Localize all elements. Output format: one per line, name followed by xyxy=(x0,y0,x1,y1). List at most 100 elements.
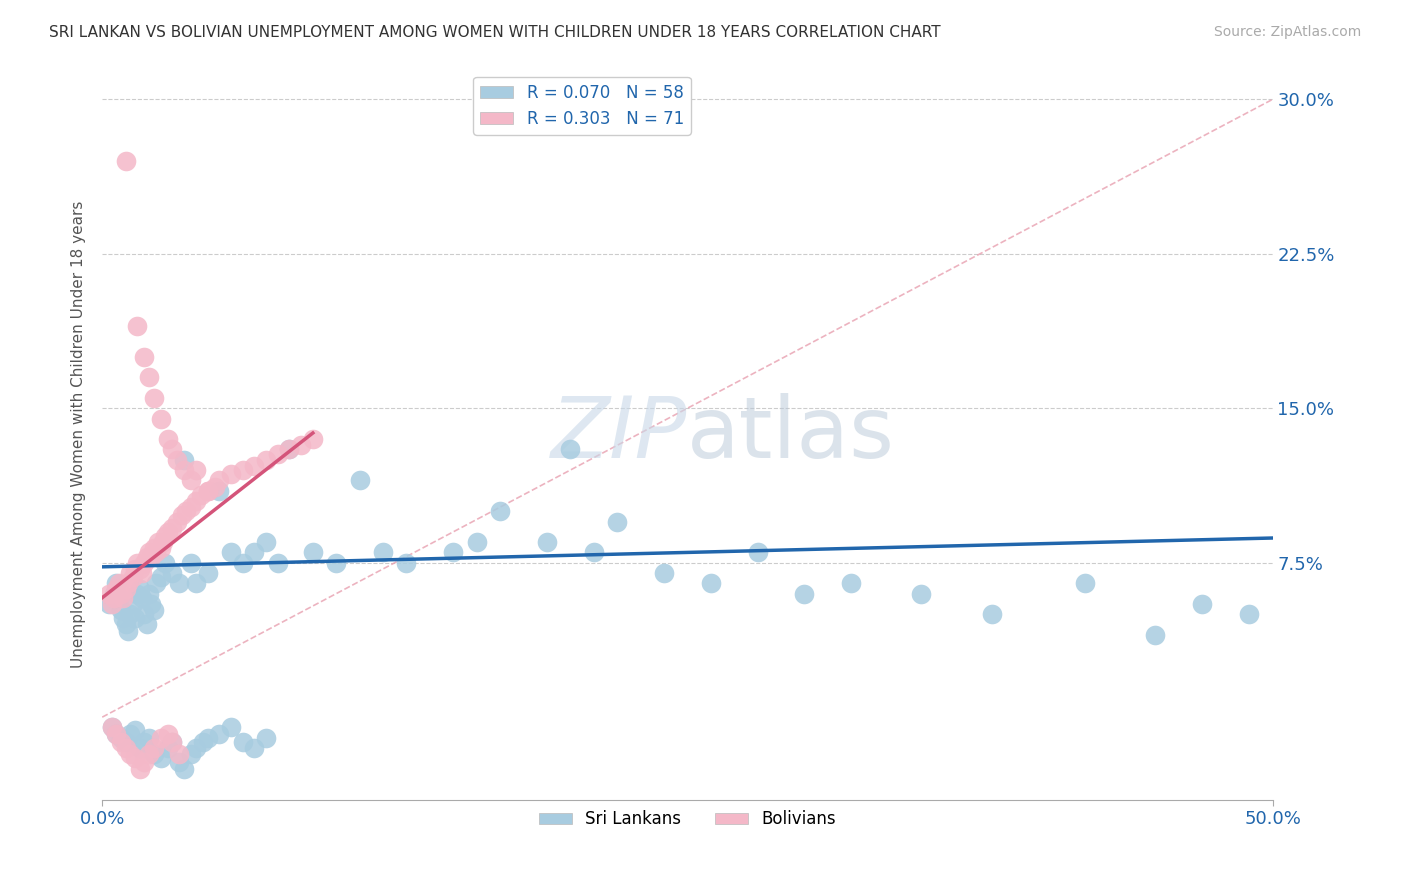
Point xyxy=(793,586,815,600)
Point xyxy=(219,721,242,735)
Point xyxy=(156,432,179,446)
Point xyxy=(134,607,156,622)
Point xyxy=(606,515,628,529)
Point xyxy=(184,576,207,591)
Point xyxy=(149,751,172,765)
Point xyxy=(134,735,156,749)
Point xyxy=(489,504,512,518)
Point xyxy=(243,741,266,756)
Text: ZIP: ZIP xyxy=(551,392,688,475)
Point xyxy=(536,535,558,549)
Point xyxy=(747,545,769,559)
Point xyxy=(839,576,862,591)
Point xyxy=(128,582,150,597)
Point xyxy=(114,735,136,749)
Point xyxy=(149,541,172,556)
Point xyxy=(169,576,191,591)
Text: Source: ZipAtlas.com: Source: ZipAtlas.com xyxy=(1213,25,1361,39)
Point xyxy=(149,570,172,584)
Point xyxy=(700,576,723,591)
Point xyxy=(349,474,371,488)
Point xyxy=(560,442,582,457)
Point xyxy=(131,591,153,605)
Legend: Sri Lankans, Bolivians: Sri Lankans, Bolivians xyxy=(531,804,842,835)
Point xyxy=(135,549,157,564)
Point xyxy=(114,617,136,632)
Point xyxy=(180,747,202,762)
Point xyxy=(138,586,160,600)
Point xyxy=(180,500,202,515)
Point xyxy=(267,556,290,570)
Point xyxy=(121,597,143,611)
Point xyxy=(110,603,132,617)
Point xyxy=(197,566,219,580)
Point xyxy=(98,597,121,611)
Point xyxy=(173,762,195,776)
Point xyxy=(120,566,142,580)
Point xyxy=(142,391,165,405)
Point xyxy=(173,463,195,477)
Point xyxy=(149,411,172,425)
Point xyxy=(114,154,136,169)
Point xyxy=(162,735,184,749)
Point xyxy=(114,582,136,597)
Point xyxy=(145,576,167,591)
Point xyxy=(128,741,150,756)
Point xyxy=(1074,576,1097,591)
Point xyxy=(142,603,165,617)
Point xyxy=(124,723,146,737)
Point xyxy=(302,432,325,446)
Point xyxy=(127,586,149,600)
Point xyxy=(135,617,157,632)
Point xyxy=(208,474,231,488)
Point xyxy=(105,726,128,740)
Point xyxy=(325,556,347,570)
Point xyxy=(121,570,143,584)
Point xyxy=(166,452,188,467)
Point xyxy=(155,556,177,570)
Point xyxy=(302,545,325,559)
Point xyxy=(149,731,172,745)
Point xyxy=(190,488,212,502)
Point xyxy=(117,576,139,591)
Point xyxy=(371,545,394,559)
Point xyxy=(127,318,149,333)
Point xyxy=(128,562,150,576)
Point xyxy=(142,741,165,756)
Point xyxy=(134,350,156,364)
Point xyxy=(278,442,301,457)
Point xyxy=(124,562,146,576)
Point xyxy=(110,731,132,745)
Point xyxy=(142,541,165,556)
Point xyxy=(197,483,219,498)
Point xyxy=(107,591,129,605)
Point xyxy=(141,597,163,611)
Point xyxy=(107,576,129,591)
Point xyxy=(152,535,174,549)
Point xyxy=(465,535,488,549)
Point xyxy=(184,741,207,756)
Point xyxy=(105,576,128,591)
Point xyxy=(103,586,125,600)
Point xyxy=(197,731,219,745)
Point xyxy=(110,586,132,600)
Point xyxy=(1144,628,1167,642)
Point xyxy=(232,735,254,749)
Point xyxy=(254,452,277,467)
Point xyxy=(142,747,165,762)
Point xyxy=(124,611,146,625)
Point xyxy=(138,545,160,559)
Point xyxy=(176,504,198,518)
Point xyxy=(184,463,207,477)
Point xyxy=(910,586,932,600)
Point xyxy=(1191,597,1213,611)
Point xyxy=(169,756,191,770)
Point xyxy=(162,735,184,749)
Point xyxy=(134,556,156,570)
Point xyxy=(162,442,184,457)
Point xyxy=(103,591,125,605)
Point xyxy=(254,731,277,745)
Point xyxy=(100,597,122,611)
Point xyxy=(156,524,179,539)
Point xyxy=(100,721,122,735)
